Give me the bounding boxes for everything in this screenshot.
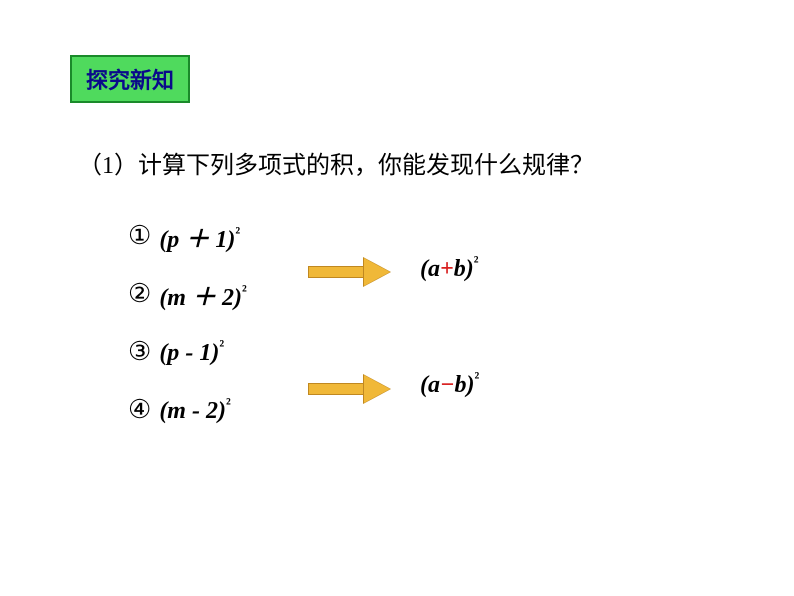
expression-3: (p - 1)²: [159, 338, 224, 367]
expression-row-4: ④ (m - 2)²: [128, 392, 247, 428]
expression-row-3: ③ (p - 1)²: [128, 334, 247, 370]
circled-number-1: ①: [128, 221, 151, 251]
question-prefix: （1）: [78, 153, 138, 179]
header-badge: 探究新知: [70, 55, 190, 103]
result-expression-2: (a−b)²: [420, 370, 479, 399]
expression-row-2: ② (m ＋ 2)²: [128, 276, 247, 312]
expressions-list: ① (p ＋ 1)² ② (m ＋ 2)² ③ (p - 1)² ④ (m - …: [128, 218, 247, 450]
result-expression-1: (a+b)²: [420, 254, 478, 283]
question-text: （1）计算下列多项式的积，你能发现什么规律？: [78, 145, 594, 180]
plus-operator: +: [440, 256, 454, 282]
expression-1: (p ＋ 1)²: [159, 219, 240, 254]
header-badge-text: 探究新知: [86, 68, 174, 93]
circled-number-3: ③: [128, 337, 151, 367]
expression-4: (m - 2)²: [159, 396, 230, 425]
question-body: 计算下列多项式的积，你能发现什么规律？: [138, 153, 594, 179]
minus-operator: −: [440, 372, 455, 398]
expression-row-1: ① (p ＋ 1)²: [128, 218, 247, 254]
expression-2: (m ＋ 2)²: [159, 277, 246, 312]
circled-number-2: ②: [128, 279, 151, 309]
arrow-icon-1: [308, 258, 393, 286]
arrow-icon-2: [308, 375, 393, 403]
circled-number-4: ④: [128, 395, 151, 425]
